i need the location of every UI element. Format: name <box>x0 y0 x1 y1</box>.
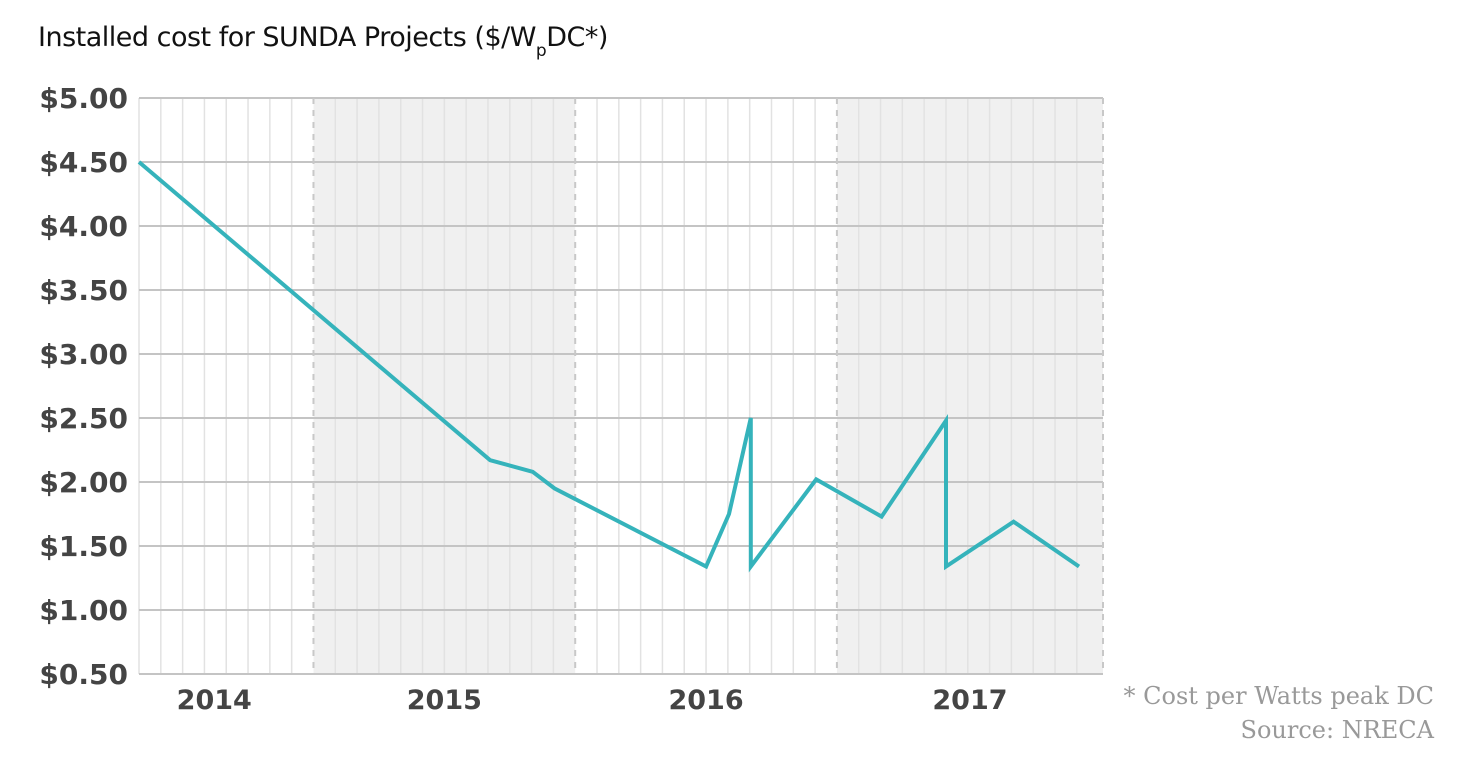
title-end: DC*) <box>546 22 608 53</box>
y-axis-ticks: $5.00 $4.50 $4.00 $3.50 $3.00 $2.50 $2.00 $1.50… <box>39 82 128 691</box>
series-layer <box>137 160 1081 573</box>
x-axis-ticks: 2014 2015 2016 2017 <box>177 685 1008 716</box>
title-subscript: p <box>535 41 547 61</box>
series-line-0 <box>137 160 1081 573</box>
y-tick-label: $5.00 <box>39 82 128 115</box>
y-tick-label: $3.00 <box>39 338 128 371</box>
x-tick-label-2014: 2014 <box>177 685 252 716</box>
year-shading <box>313 98 1103 674</box>
major-gridlines <box>139 97 1103 675</box>
title-main: Installed cost for SUNDA Projects ($/W <box>38 22 536 53</box>
y-tick-label: $0.50 <box>39 658 128 691</box>
chart-title: Installed cost for SUNDA Projects ($/WpD… <box>38 22 608 61</box>
y-tick-label: $4.00 <box>39 210 128 243</box>
minor-gridlines <box>138 98 1078 674</box>
x-tick-label-2017: 2017 <box>932 685 1007 716</box>
year-dividers <box>312 98 1104 674</box>
y-tick-label: $1.00 <box>39 594 128 627</box>
y-tick-label: $2.50 <box>39 402 128 435</box>
x-tick-label-2015: 2015 <box>407 685 482 716</box>
y-tick-label: $1.50 <box>39 530 128 563</box>
footnote: * Cost per Watts peak DC <box>1123 682 1434 710</box>
year-shade-2017 <box>836 98 1103 674</box>
y-tick-label: $2.00 <box>39 466 128 499</box>
y-tick-label: $4.50 <box>39 146 128 179</box>
source-note: Source: NRECA <box>1240 716 1434 744</box>
x-tick-label-2016: 2016 <box>668 685 743 716</box>
y-tick-label: $3.50 <box>39 274 128 307</box>
